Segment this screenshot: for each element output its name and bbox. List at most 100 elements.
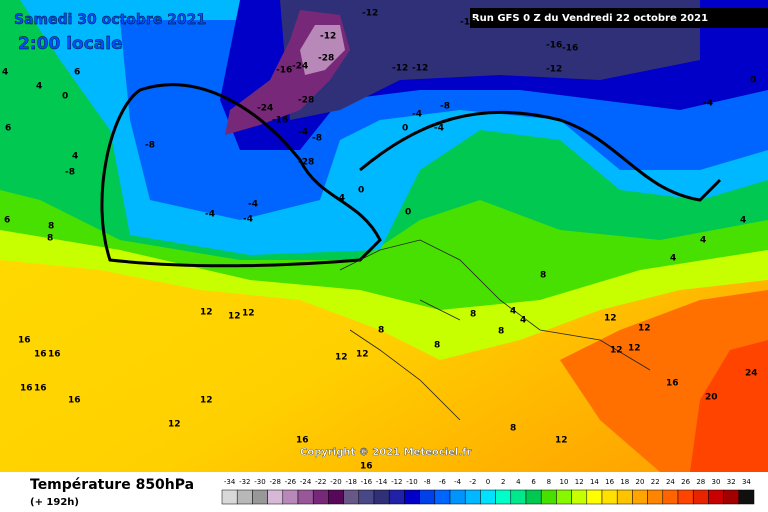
scale-swatch — [632, 489, 648, 505]
map-label: -8 — [145, 141, 155, 151]
scale-swatch — [449, 489, 466, 505]
scale-label: 18 — [620, 478, 629, 486]
map-label: 6 — [74, 68, 80, 78]
scale-swatch — [434, 489, 451, 505]
scale-label: -2 — [469, 478, 476, 486]
scale-label: -16 — [361, 478, 373, 486]
scale-label: 26 — [681, 478, 690, 486]
scale-label: -8 — [424, 478, 431, 486]
scale-label: -26 — [285, 478, 297, 486]
map-label: 12 — [604, 314, 617, 324]
map-label: 20 — [705, 393, 718, 403]
map-label: 0 — [358, 186, 364, 196]
scale-label: -34 — [224, 478, 236, 486]
scale-label: -12 — [391, 478, 402, 486]
scale-swatch — [373, 489, 390, 505]
map-label: -12 — [392, 64, 408, 74]
map-label: 12 — [555, 436, 568, 446]
map-label: 16 — [666, 379, 679, 389]
map-label: -8 — [312, 134, 322, 144]
time: 2:00 locale — [18, 34, 123, 54]
scale-label: 20 — [636, 478, 645, 486]
scale-swatch — [480, 489, 496, 505]
map-label: 12 — [200, 308, 213, 318]
scale-swatch — [601, 489, 618, 505]
map-label: -12 — [362, 9, 378, 19]
map-label: 16 — [18, 336, 31, 346]
scale-swatch — [525, 489, 542, 505]
scale-swatch — [708, 489, 724, 505]
map-label: 8 — [48, 222, 54, 232]
scale-label: -18 — [345, 478, 356, 486]
copyright: Copyright © 2021 Meteociel.fr — [300, 447, 471, 458]
scale-label: 0 — [486, 478, 490, 486]
scale-swatch — [236, 489, 253, 505]
map-label: 0 — [750, 76, 756, 86]
scale-swatch — [358, 489, 375, 505]
scale-label: 24 — [666, 478, 675, 486]
map-label: 6 — [4, 216, 10, 226]
map-label: 12 — [335, 353, 348, 363]
map-label: 8 — [434, 341, 440, 351]
map-label: 12 — [200, 396, 213, 406]
map-label: 6 — [5, 124, 11, 134]
scale-label: 32 — [727, 478, 736, 486]
scale-swatch — [616, 489, 633, 505]
scale-swatch — [738, 489, 755, 505]
map-label: -8 — [440, 102, 450, 112]
scale-label: 28 — [696, 478, 705, 486]
map: Run GFS 0 Z du Vendredi 22 octobre 2021 … — [0, 0, 768, 472]
map-label: -4 — [335, 194, 345, 204]
map-label: -16 — [272, 116, 288, 126]
map-label: 16 — [20, 384, 33, 394]
map-label: 12 — [228, 312, 241, 322]
map-label: 24 — [745, 369, 758, 379]
scale-swatch — [662, 489, 679, 505]
zone-m26 — [300, 25, 345, 75]
map-label: 4 — [72, 152, 78, 162]
scale-label: 30 — [712, 478, 721, 486]
scale-swatch — [419, 489, 436, 505]
map-label: 4 — [700, 236, 706, 246]
scale-swatch — [723, 489, 740, 505]
scale-swatch — [328, 489, 344, 505]
scale-swatch — [571, 489, 588, 505]
map-label: 0 — [405, 208, 411, 218]
map-label: -4 — [298, 128, 308, 138]
map-label: 16 — [68, 396, 81, 406]
map-label: 12 — [168, 420, 181, 430]
map-label: -16 — [276, 66, 292, 76]
scale-label: -24 — [300, 478, 312, 486]
scale-label: -20 — [330, 478, 341, 486]
map-label: -4 — [412, 110, 422, 120]
map-label: 4 — [520, 316, 526, 326]
map-label: 12 — [242, 309, 255, 319]
run-info: Run GFS 0 Z du Vendredi 22 octobre 2021 — [472, 13, 708, 24]
scale-swatch — [464, 489, 481, 505]
map-label: -12 — [546, 65, 562, 75]
map-label: 8 — [510, 424, 516, 434]
scale-label: -14 — [376, 478, 388, 486]
map-labels: -12-16-12-16 -16-12-12 -12-16 -24-28-28-24-… — [2, 9, 758, 472]
map-label: 4 — [36, 82, 42, 92]
color-scale: -34 -32 -30 -28 -26 -24 -22 -20 -18 -16 -14 -12 -10-… — [221, 478, 755, 505]
run-box — [470, 8, 768, 28]
scale-swatch — [510, 489, 527, 505]
map-label: -24 — [257, 104, 273, 114]
map-label: 0 — [62, 92, 68, 102]
map-label: -28 — [318, 54, 334, 64]
scale-swatch — [388, 489, 405, 505]
isotherm-0b — [359, 110, 722, 202]
hot-zone — [690, 340, 768, 472]
map-label: -28 — [298, 96, 314, 106]
map-label: 16 — [48, 350, 61, 360]
scale-swatch — [647, 489, 664, 505]
map-label: -12 — [412, 64, 428, 74]
scale-swatch — [404, 489, 420, 505]
scale-label: -28 — [269, 478, 280, 486]
map-label: 8 — [470, 310, 476, 320]
map-label: -4 — [248, 200, 258, 210]
scale-label: -32 — [239, 478, 250, 486]
scale-label: 22 — [651, 478, 660, 486]
